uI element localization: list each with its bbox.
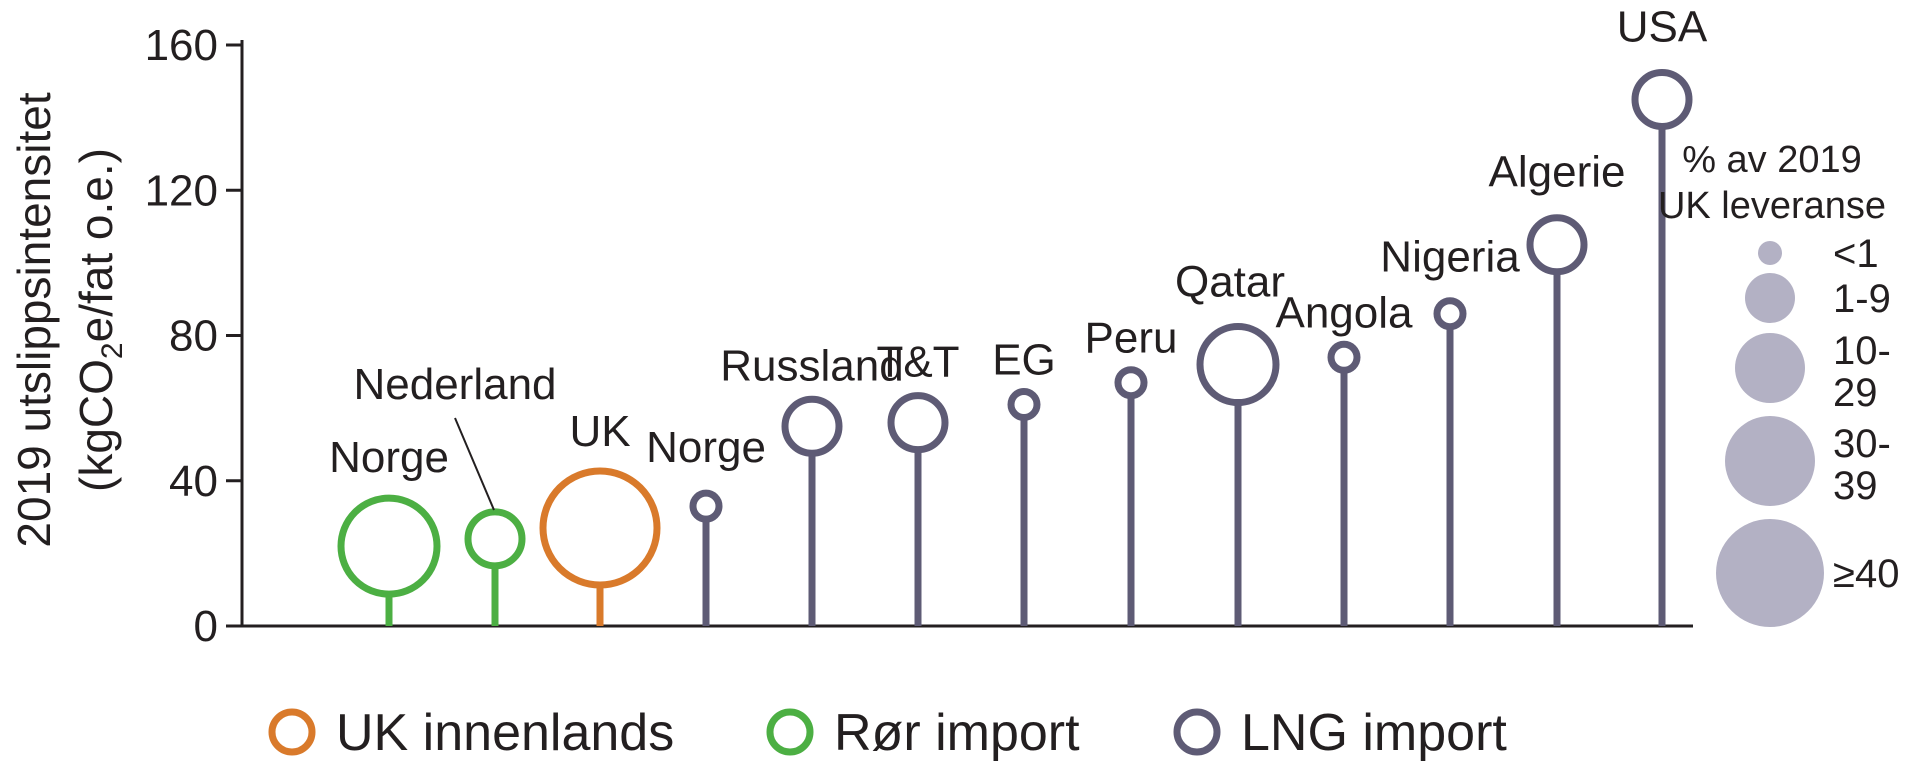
- data-circle: [1631, 68, 1693, 130]
- size-legend-item: 10-29: [1735, 329, 1891, 415]
- legend-label: LNG import: [1241, 704, 1507, 762]
- y-axis-label: 2019 utslippsintensitet (kgCO2e/fat o.e.…: [8, 92, 129, 547]
- data-circle: [689, 489, 723, 523]
- point-label: T&T: [876, 338, 959, 387]
- data-circle: [1114, 366, 1148, 400]
- y-ticks: 0 40 80 120 160: [145, 21, 242, 651]
- y-tick-label: 80: [169, 312, 218, 361]
- legend-swatch: [766, 708, 814, 756]
- y-tick-label: 0: [194, 602, 218, 651]
- axes: [240, 40, 1693, 628]
- size-legend-item: ≥40: [1716, 519, 1899, 627]
- data-point: USA: [1617, 2, 1708, 626]
- legend-label: UK innenlands: [336, 704, 674, 762]
- point-label: Nederland: [353, 360, 556, 409]
- y-tick-label: 120: [145, 166, 218, 215]
- data-circle: [1007, 387, 1041, 421]
- data-circle: [337, 494, 441, 598]
- size-legend-item: <1: [1758, 232, 1879, 276]
- point-label: Algerie: [1489, 148, 1626, 197]
- size-legend-label: 10-: [1833, 329, 1891, 373]
- point-label: Peru: [1085, 314, 1178, 363]
- y-axis-label-unit-pre: (kgCO: [70, 359, 122, 492]
- size-legend-label: 39: [1833, 464, 1878, 508]
- point-label: Angola: [1275, 288, 1413, 337]
- label-leader-line: [454, 417, 495, 511]
- data-point: Algerie: [1489, 148, 1626, 626]
- data-point: Russland: [720, 341, 904, 626]
- data-point: Nederland: [353, 360, 557, 626]
- point-label: Norge: [646, 423, 766, 472]
- data-circle: [887, 392, 949, 454]
- legend-swatch: [1173, 708, 1221, 756]
- size-legend-label: 30-: [1833, 422, 1891, 466]
- data-circle: [464, 508, 526, 570]
- data-point: EG: [992, 335, 1056, 626]
- data-point: Peru: [1085, 314, 1178, 626]
- data-circle: [1433, 297, 1467, 331]
- size-legend-label: ≥40: [1833, 552, 1899, 596]
- size-legend-swatch: [1758, 241, 1782, 265]
- y-tick-label: 160: [145, 21, 218, 70]
- data-point: Norge: [329, 433, 449, 626]
- point-label: UK: [569, 407, 630, 456]
- y-axis-label-unit-sub: 2: [96, 342, 129, 359]
- size-legend-item: 1-9: [1745, 273, 1891, 323]
- data-point: UK: [539, 407, 661, 626]
- data-point: Nigeria: [1380, 233, 1520, 626]
- data-circle: [1196, 323, 1280, 407]
- size-legend-swatch: [1745, 273, 1795, 323]
- legend-item: Rør import: [766, 704, 1080, 762]
- point-label: Nigeria: [1380, 233, 1520, 282]
- size-legend-swatch: [1735, 333, 1805, 403]
- point-label: USA: [1617, 2, 1708, 51]
- size-legend-swatch: [1716, 519, 1824, 627]
- size-legend-title: % av 2019: [1682, 139, 1862, 181]
- data-circle: [781, 395, 843, 457]
- data-point: T&T: [876, 338, 960, 626]
- size-legend-label: 1-9: [1833, 277, 1891, 321]
- legend: UK innenlands Rør import LNG import: [268, 704, 1507, 762]
- legend-swatch: [268, 708, 316, 756]
- size-legend-label: 29: [1833, 371, 1878, 415]
- size-legend-item: 30-39: [1725, 416, 1891, 508]
- point-label: Norge: [329, 433, 449, 482]
- data-circle: [539, 467, 661, 589]
- point-label: EG: [992, 335, 1056, 384]
- y-axis-label-line1: 2019 utslippsintensitet: [8, 92, 60, 547]
- size-legend-swatch: [1725, 416, 1815, 506]
- point-label: Russland: [720, 341, 903, 390]
- data-circle: [1526, 214, 1588, 276]
- legend-label: Rør import: [834, 704, 1080, 762]
- y-tick-label: 40: [169, 457, 218, 506]
- y-axis-label-line2: (kgCO2e/fat o.e.): [70, 148, 129, 492]
- legend-item: UK innenlands: [268, 704, 674, 762]
- data-circle: [1327, 340, 1361, 374]
- size-legend-title: UK leveranse: [1658, 185, 1886, 227]
- point-label: Qatar: [1175, 258, 1285, 307]
- legend-item: LNG import: [1173, 704, 1507, 762]
- data-point: Angola: [1275, 288, 1413, 626]
- data-point: Norge: [646, 423, 766, 626]
- y-axis-label-unit-post: e/fat o.e.): [70, 148, 122, 342]
- data-point: Qatar: [1175, 258, 1285, 626]
- size-legend-label: <1: [1833, 232, 1879, 276]
